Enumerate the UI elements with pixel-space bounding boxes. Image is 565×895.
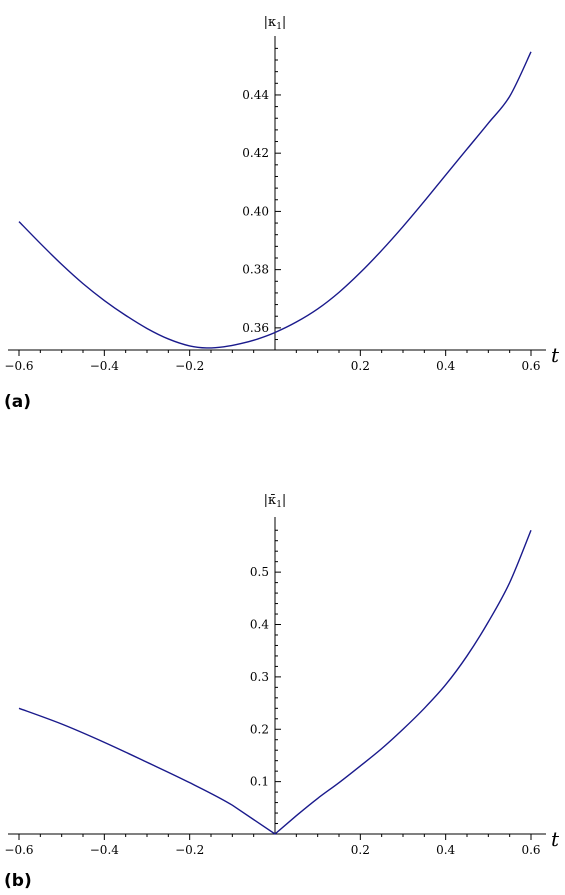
x-tick-label: −0.2 [175,359,204,373]
y-tick-label: 0.2 [250,722,269,736]
x-tick-label: 0.4 [436,359,455,373]
x-tick-label: −0.6 [4,843,33,857]
y-tick-label: 0.44 [242,88,269,102]
x-tick-label: 0.6 [521,843,540,857]
panel-label: (b) [4,871,32,891]
y-tick-label: 0.4 [250,618,269,632]
x-tick-label: 0.2 [351,359,370,373]
y-tick-label: 0.1 [250,775,269,789]
x-axis-label: t [551,827,560,851]
y-tick-label: 0.3 [250,670,269,684]
y-tick-label: 0.40 [242,204,269,218]
y-tick-label: 0.42 [242,146,269,160]
y-axis-label: |κ1| [264,15,287,32]
x-tick-label: 0.2 [351,843,370,857]
chart-panel-2: −0.6 −0.4 −0.2 0.2 0.4 0.6 0.1 0.2 0.3 0.4 0.5 t |κ̄… [4,493,560,891]
chart-panel-1: −0.6 −0.4 −0.2 0.2 0.4 0.6 0.36 0.38 0.40 0.42 0.4… [4,15,560,412]
x-tick-label: −0.4 [90,359,120,373]
x-tick-label: −0.2 [175,843,204,857]
series-line [18,529,532,835]
x-tick-label: −0.4 [90,843,120,857]
y-tick-label: 0.38 [242,263,269,277]
x-tick-label: 0.4 [436,843,455,857]
y-tick-label: 0.5 [250,565,269,579]
y-tick-label: 0.36 [242,321,269,335]
x-axis-label: t [551,343,560,367]
x-tick-label: 0.6 [521,359,540,373]
y-axis-label: |κ̄1| [264,493,287,510]
panel-label: (a) [4,392,31,412]
x-tick-label: −0.6 [4,359,33,373]
series-line [18,51,532,349]
